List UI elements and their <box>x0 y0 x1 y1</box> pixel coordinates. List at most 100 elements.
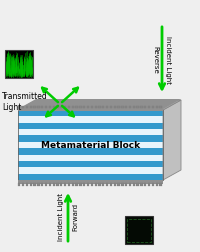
Bar <box>125 216 153 244</box>
Bar <box>22 183 24 186</box>
Polygon shape <box>163 100 181 180</box>
Bar <box>41 106 43 108</box>
Bar <box>148 106 150 108</box>
Bar <box>136 106 139 108</box>
Bar <box>18 180 163 183</box>
Bar <box>26 106 28 108</box>
Text: Metamaterial Block: Metamaterial Block <box>41 141 140 149</box>
Bar <box>106 106 108 108</box>
Bar <box>125 106 127 108</box>
Bar <box>129 106 131 108</box>
Bar <box>91 183 93 186</box>
Bar <box>91 106 93 108</box>
Bar <box>121 106 124 108</box>
Bar <box>18 148 163 154</box>
Bar <box>114 106 116 108</box>
Bar <box>125 183 127 186</box>
Text: Transmitted
Light: Transmitted Light <box>2 92 48 112</box>
Bar <box>133 183 135 186</box>
Bar <box>144 106 146 108</box>
Bar <box>95 183 97 186</box>
Bar <box>117 183 120 186</box>
Bar <box>156 106 158 108</box>
Bar <box>56 106 59 108</box>
Bar <box>128 218 151 241</box>
Bar <box>5 50 33 78</box>
Bar <box>114 183 116 186</box>
Bar <box>110 183 112 186</box>
Bar <box>64 183 66 186</box>
Text: Incident Light: Incident Light <box>165 36 171 83</box>
Bar <box>37 183 40 186</box>
Bar <box>37 106 40 108</box>
Bar <box>159 183 162 186</box>
Bar <box>41 183 43 186</box>
Bar <box>45 106 47 108</box>
Bar <box>30 183 32 186</box>
Bar <box>75 183 78 186</box>
Bar <box>79 106 82 108</box>
Bar <box>30 106 32 108</box>
Bar <box>102 106 104 108</box>
Bar <box>18 110 163 180</box>
Bar <box>72 183 74 186</box>
Bar <box>53 106 55 108</box>
Bar <box>68 183 70 186</box>
Bar <box>156 183 158 186</box>
Bar <box>18 106 20 108</box>
Bar <box>79 183 82 186</box>
Polygon shape <box>18 99 181 109</box>
Bar <box>53 183 55 186</box>
Text: Forward: Forward <box>72 203 78 231</box>
Bar <box>121 183 124 186</box>
Bar <box>18 129 163 136</box>
Bar <box>45 183 47 186</box>
Bar <box>102 183 104 186</box>
Bar <box>18 106 163 111</box>
Bar <box>140 106 143 108</box>
Bar <box>106 183 108 186</box>
Bar <box>72 106 74 108</box>
Bar <box>87 106 89 108</box>
Bar <box>33 106 36 108</box>
Bar <box>18 161 163 167</box>
Bar <box>18 123 163 129</box>
Bar <box>60 183 62 186</box>
Bar <box>18 154 163 161</box>
Bar <box>129 183 131 186</box>
Bar <box>75 106 78 108</box>
Bar <box>110 106 112 108</box>
Bar <box>18 136 163 142</box>
Text: Incident Light: Incident Light <box>58 193 64 241</box>
Bar <box>140 183 143 186</box>
Bar <box>26 183 28 186</box>
Bar <box>18 167 163 174</box>
Bar <box>64 106 66 108</box>
Bar <box>98 183 101 186</box>
Bar <box>18 110 163 116</box>
Bar <box>87 183 89 186</box>
Bar <box>18 183 20 186</box>
Bar <box>98 106 101 108</box>
Bar <box>144 183 146 186</box>
Bar <box>33 183 36 186</box>
Bar <box>148 183 150 186</box>
Bar <box>68 106 70 108</box>
Bar <box>136 183 139 186</box>
Bar <box>22 106 24 108</box>
Bar <box>49 183 51 186</box>
Bar <box>117 106 120 108</box>
Bar <box>152 183 154 186</box>
Bar <box>18 116 163 123</box>
Bar <box>60 106 62 108</box>
Bar <box>56 183 59 186</box>
Bar <box>133 106 135 108</box>
Bar <box>95 106 97 108</box>
Bar <box>18 142 163 148</box>
Bar <box>152 106 154 108</box>
Bar <box>49 106 51 108</box>
Polygon shape <box>18 100 181 110</box>
Bar <box>18 174 163 180</box>
Bar <box>159 106 162 108</box>
Bar <box>83 183 85 186</box>
